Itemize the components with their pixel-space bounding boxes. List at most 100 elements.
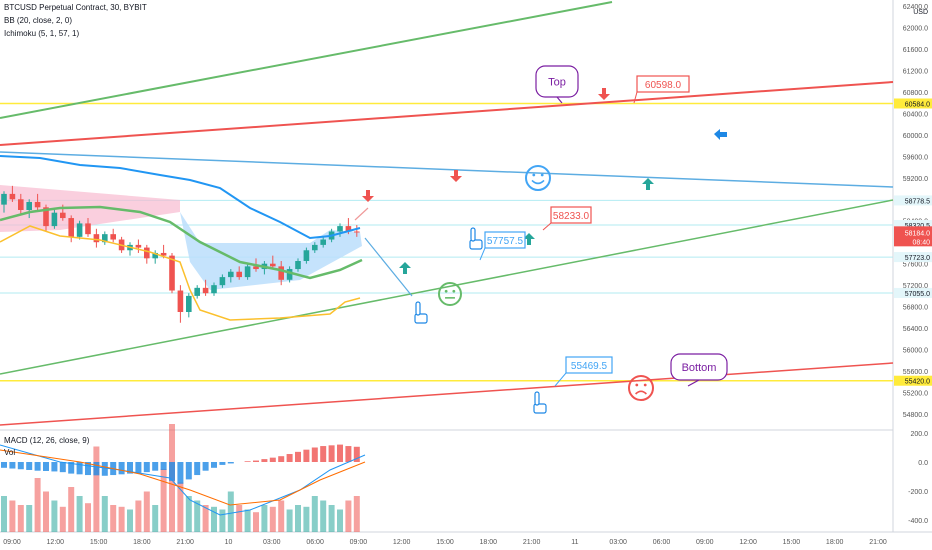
price-label-57757-box [484,231,526,249]
macd-hist-bar-20 [169,462,175,481]
macd-hist-bar-10 [85,462,91,476]
price-label-60598-leader [633,91,638,104]
volume-bar-33 [278,500,285,532]
macd-hist-bar-26 [219,462,226,465]
macd-axis-tick-1: 0.0 [918,460,928,467]
pointing-hand-icon-finger [534,391,540,406]
macd-hist-bar-35 [295,451,301,462]
time-axis-label-18: 15:00 [783,539,801,546]
bb-indicator-legend[interactable]: BB (20, close, 2, 0) [4,16,73,25]
time-axis-label-6: 03:00 [263,539,281,546]
time-axis-label-19: 18:00 [826,539,844,546]
lower-green-trendline [0,199,894,375]
macd-hist-bar-12 [101,462,108,476]
volume-bar-12 [101,496,108,532]
volume-bar-2 [17,505,24,532]
price-label-55469: 55469.5 [554,356,613,387]
neutral-face-icon-eye-left [444,289,448,293]
price-axis-tick-14: 56800.0 [903,305,928,312]
volume-legend[interactable]: Vol [4,448,16,457]
time-axis-label-5: 10 [225,539,233,546]
current-price-label: 58184.0 [905,230,930,237]
pointing-hand-icon-finger [415,301,421,316]
volume-bar-13 [110,505,117,532]
candle-body-29 [244,266,251,278]
macd-hist-bar-42 [353,446,360,462]
candle-body-17 [144,247,150,259]
macd-hist-bar-24 [202,462,209,471]
macd-hist-bar-14 [118,462,125,475]
macd-hist-bar-3 [26,462,33,470]
candle-body-27 [228,271,234,278]
volume-bar-11 [93,446,100,532]
sad-face-icon-outline [628,375,654,401]
price-axis-tick-7: 59600.0 [903,154,928,161]
candle-body-6 [51,212,58,227]
arrow-up-icon [642,178,654,190]
price-badge-label-0: 60584.0 [905,101,930,108]
price-label-57757-leader [479,247,486,261]
macd-hist-bar-41 [345,446,352,462]
price-axis-tick-17: 55600.0 [903,369,928,376]
time-axis-label-11: 18:00 [480,539,498,546]
pointing-hand-icon-finger [470,227,476,242]
candle-body-10 [85,223,91,235]
signal-line [0,449,366,506]
macd-hist-bar-37 [311,447,318,462]
candle-body-20 [169,255,175,291]
macd-hist-bar-31 [261,459,268,462]
projection-down-line [364,237,413,297]
arrow-up-icon [523,233,535,245]
time-axis-label-10: 15:00 [436,539,454,546]
time-axis-label-13: 11 [571,539,578,546]
macd-hist-bar-22 [185,462,192,480]
volume-bar-42 [353,496,360,532]
volume-bar-38 [320,500,327,532]
price-axis-unit: USD [913,9,928,16]
macd-hist-bar-5 [43,462,49,471]
volume-bar-19 [160,469,167,532]
smile-face-icon [525,165,551,191]
symbol-legend[interactable]: BTCUSD Perpetual Contract, 30, BYBIT [4,3,147,12]
volume-bar-17 [143,491,150,532]
ichimoku-indicator-legend[interactable]: Ichimoku (5, 1, 57, 1) [4,29,80,38]
pointing-hand-icon-palm [469,239,483,250]
price-axis-tick-15: 56400.0 [903,326,928,333]
price-label-55469-text: 55469.5 [571,361,608,372]
macd-hist-bar-36 [303,449,310,462]
time-axis-label-1: 12:00 [47,539,65,546]
candle-body-13 [110,234,116,240]
ichimoku-cloud-bull [180,212,362,290]
price-axis-tick-4: 60800.0 [903,90,928,97]
macd-line [0,444,366,516]
price-badge-label-3: 57723.0 [905,255,930,262]
candle-body-41 [345,226,352,232]
macd-hist-bar-15 [127,462,133,474]
candle-body-9 [76,223,83,237]
macd-hist-bar-23 [194,462,201,476]
volume-bar-4 [34,478,41,532]
macd-hist-bar-19 [160,462,167,470]
neutral-face-icon-eye-right [452,289,456,293]
pointing-hand-icon [533,391,547,414]
price-axis-tick-16: 56000.0 [903,348,928,355]
price-label-60598-text: 60598.0 [645,80,682,91]
price-badge-5 [894,375,932,386]
macd-legend[interactable]: MACD (12, 26, close, 9) [4,436,90,445]
price-label-58233-box [550,206,592,224]
candle-body-21 [177,290,184,312]
time-axis-label-17: 12:00 [739,539,757,546]
macd-hist-bar-39 [328,445,335,462]
macd-hist-bar-40 [337,444,343,462]
macd-hist-bar-29 [244,461,251,462]
top-callout: Top [535,65,579,104]
pointing-hand-icon [414,301,428,324]
volume-bar-23 [194,500,201,532]
price-label-60598: 60598.0 [633,75,690,104]
volume-bar-18 [152,505,159,532]
macd-hist-bar-4 [34,462,41,471]
macd-hist-bar-32 [269,457,276,462]
top-callout-tail [556,96,563,104]
